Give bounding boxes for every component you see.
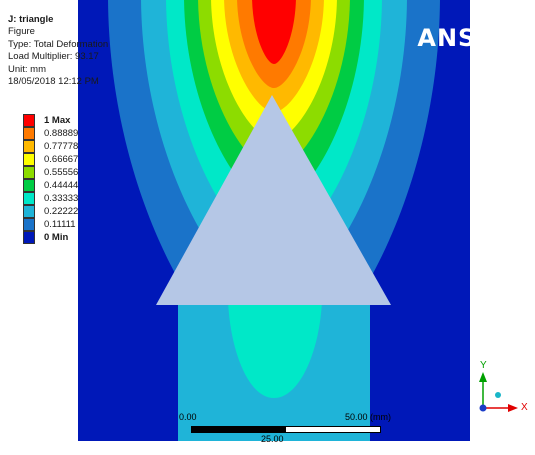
result-figure-label: Figure	[8, 26, 35, 38]
legend-label: 0.66667	[44, 154, 79, 165]
x-axis-label: X	[521, 402, 528, 413]
legend-label: 0.33333	[44, 193, 79, 204]
legend-label: 0.88889	[44, 128, 79, 139]
legend-swatch	[23, 179, 35, 192]
result-type: Type: Total Deformation	[8, 38, 109, 50]
y-axis-label: Y	[480, 360, 487, 371]
ansys-logo: ANSYS R17.0	[417, 24, 513, 64]
legend-swatch	[23, 218, 35, 231]
scale-end-label: 50.00 (mm)	[345, 412, 392, 422]
scale-mid-label: 25.00	[261, 434, 284, 444]
result-date: 18/05/2018 12:12 PM	[8, 76, 99, 88]
legend-swatch	[23, 127, 35, 140]
brand-name: ANSYS	[417, 24, 513, 52]
legend-label: 0 Min	[44, 232, 69, 243]
legend-swatch	[23, 153, 35, 166]
legend-label: 1 Max	[44, 115, 71, 126]
legend-swatch	[23, 166, 35, 179]
contour-band	[252, 0, 296, 64]
result-details-panel: J: triangle Figure Type: Total Deformati…	[8, 14, 108, 88]
legend-swatch	[23, 231, 35, 244]
result-title: J: triangle	[8, 14, 54, 25]
scale-start-label: 0.00	[179, 412, 197, 422]
scale-bar	[191, 426, 381, 433]
triangle-cutout	[156, 95, 391, 305]
legend-label: 0.55556	[44, 167, 79, 178]
x-axis-arrow	[508, 404, 518, 412]
legend-label: 0.44444	[44, 180, 79, 191]
result-unit: Unit: mm	[8, 63, 46, 75]
legend-label: 0.77778	[44, 141, 79, 152]
origin-marker	[479, 404, 487, 412]
legend-swatch	[23, 205, 35, 218]
legend-label: 0.11111	[44, 219, 76, 230]
y-axis-arrow	[479, 372, 487, 382]
brand-version: R17.0	[480, 50, 513, 64]
legend-label: 0.22222	[44, 206, 79, 217]
lower-tip-band	[228, 300, 322, 398]
isometric-marker	[495, 392, 501, 398]
scale-ruler: 0.00 50.00 (mm) 25.00	[175, 412, 400, 444]
legend-swatch	[23, 114, 35, 127]
legend-swatch	[23, 140, 35, 153]
axis-triad[interactable]: Y X	[466, 360, 532, 420]
load-multiplier: Load Multiplier: 93.17	[8, 51, 99, 63]
legend-swatch	[23, 192, 35, 205]
